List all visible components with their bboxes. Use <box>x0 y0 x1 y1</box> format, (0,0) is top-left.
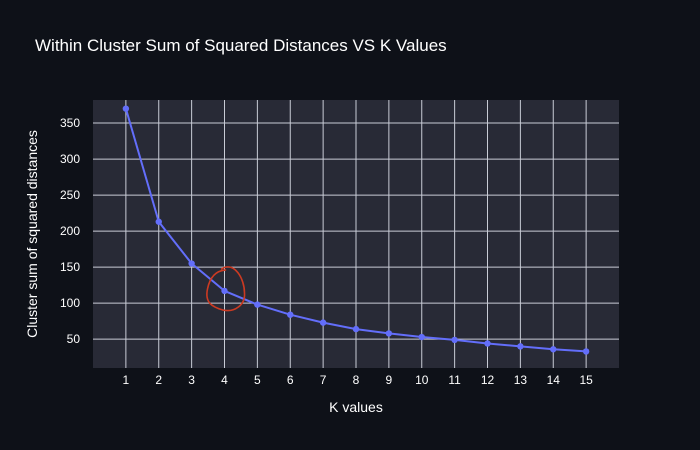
x-tick-label: 1 <box>123 373 130 387</box>
x-tick-label: 7 <box>320 373 327 387</box>
x-tick-label: 2 <box>155 373 162 387</box>
data-point <box>155 218 162 225</box>
data-point <box>221 287 228 295</box>
data-point <box>517 343 524 350</box>
x-tick-label: 11 <box>448 373 461 387</box>
x-tick-label: 12 <box>481 373 495 387</box>
x-tick-label: 9 <box>386 373 393 387</box>
y-tick-label: 250 <box>60 188 80 202</box>
x-tick-label: 4 <box>221 373 228 387</box>
data-point <box>188 260 195 267</box>
x-tick-label: 8 <box>353 373 360 387</box>
data-point <box>287 311 294 318</box>
y-tick-label: 300 <box>60 152 80 166</box>
annotation-circle <box>206 266 246 312</box>
data-point <box>550 346 557 353</box>
y-tick-label: 50 <box>67 332 81 346</box>
y-tick-label: 150 <box>60 260 80 274</box>
data-point <box>582 348 590 355</box>
y-tick-label: 200 <box>60 224 80 238</box>
data-point <box>385 330 393 337</box>
grid-layer <box>93 100 619 368</box>
x-tick-label: 5 <box>254 373 261 387</box>
data-point <box>352 325 360 333</box>
x-axis-title: K values <box>329 399 383 415</box>
data-point <box>451 336 458 344</box>
y-tick-label: 350 <box>60 116 80 130</box>
y-tick-label: 100 <box>60 296 80 310</box>
data-point <box>484 340 491 347</box>
x-tick-label: 6 <box>287 373 294 387</box>
data-point <box>122 105 130 112</box>
annotation-layer <box>206 266 246 312</box>
data-point <box>319 319 327 326</box>
x-tick-label: 13 <box>514 373 528 387</box>
x-tick-label: 14 <box>547 373 561 387</box>
data-point <box>418 333 425 341</box>
y-axis-title: Cluster sum of squared distances <box>24 130 40 338</box>
chart-title: Within Cluster Sum of Squared Distances … <box>35 36 447 55</box>
tick-layer: 1 2 3 4 5 6 7 8 9 10 11 12 13 14 155010015020025030035… <box>60 116 593 387</box>
data-point <box>254 301 261 308</box>
x-tick-label: 3 <box>188 373 195 387</box>
series-layer <box>122 105 590 355</box>
x-tick-label: 15 <box>579 373 593 387</box>
x-tick-label: 10 <box>415 373 429 387</box>
